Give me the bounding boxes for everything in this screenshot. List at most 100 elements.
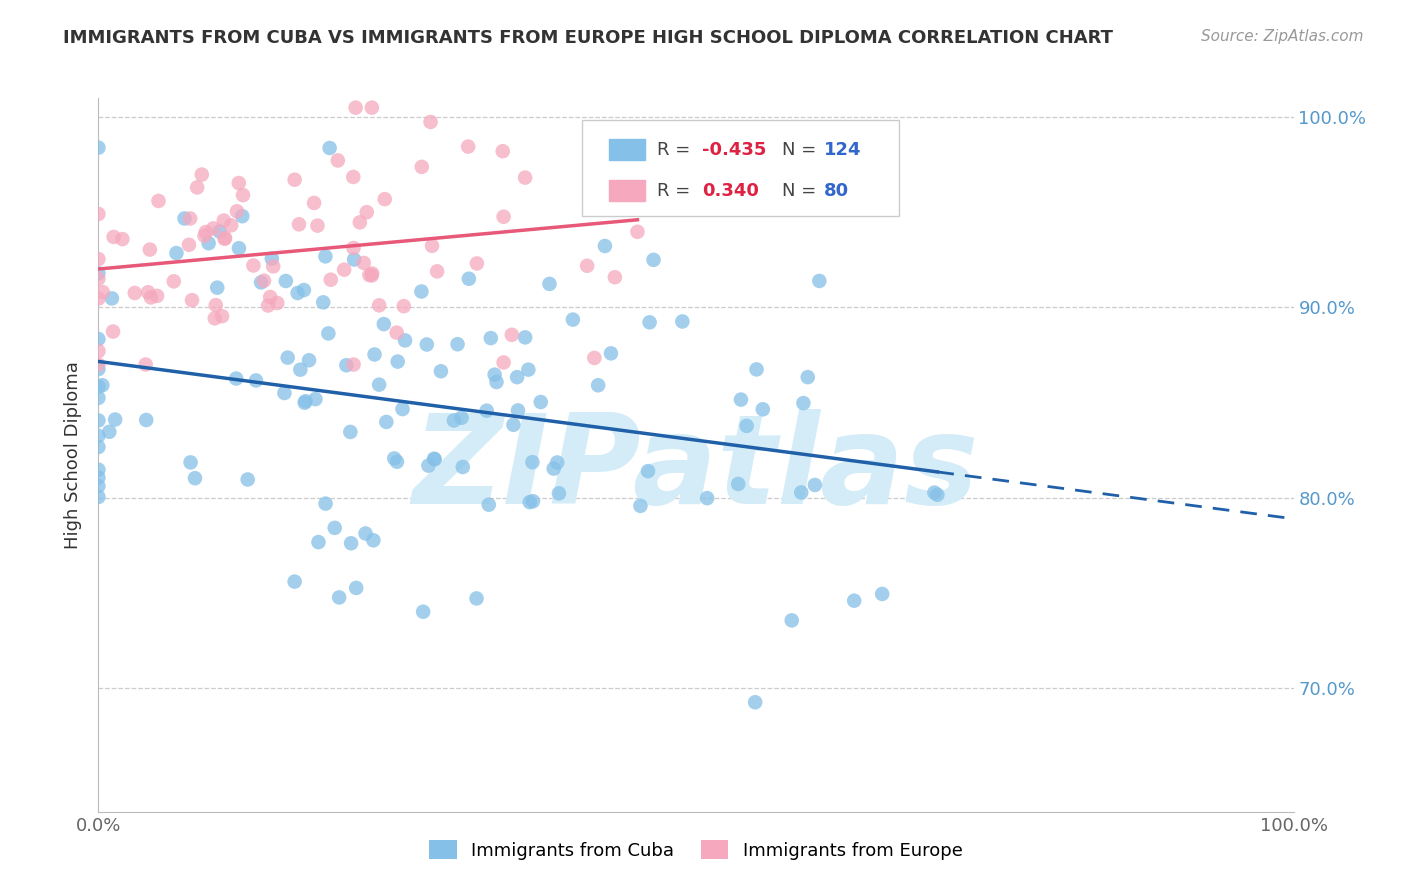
Point — [87, 344, 110, 359]
Text: Source: ZipAtlas.com: Source: ZipAtlas.com — [1201, 29, 1364, 44]
Point — [191, 168, 214, 182]
Point — [287, 285, 309, 300]
Point — [342, 241, 364, 255]
Point — [744, 695, 766, 709]
Point — [91, 378, 114, 392]
Point — [696, 491, 718, 505]
FancyBboxPatch shape — [582, 120, 900, 216]
Point — [387, 354, 409, 368]
Point — [315, 497, 337, 511]
Point — [219, 219, 242, 233]
Point — [87, 207, 110, 221]
Point — [457, 139, 479, 153]
Point — [177, 237, 200, 252]
Point — [87, 292, 110, 306]
Point — [139, 243, 162, 257]
Point — [792, 396, 814, 410]
Text: R =: R = — [657, 182, 696, 200]
Point — [207, 280, 229, 294]
Point — [870, 587, 893, 601]
Point — [392, 299, 415, 313]
Point — [253, 274, 276, 288]
Text: ZIPatlas: ZIPatlas — [413, 409, 979, 530]
Point — [450, 410, 472, 425]
Point — [797, 370, 820, 384]
Point — [98, 425, 121, 439]
Point — [610, 124, 633, 138]
Point — [340, 536, 363, 550]
Point — [111, 232, 134, 246]
Point — [204, 311, 226, 326]
Point — [245, 374, 267, 388]
Point — [363, 533, 385, 548]
Point — [343, 252, 366, 267]
Point — [475, 403, 498, 417]
Point — [184, 471, 207, 485]
Point — [426, 264, 449, 278]
Point — [412, 605, 434, 619]
Bar — [609, 139, 644, 161]
Text: N =: N = — [782, 141, 823, 159]
Point — [318, 326, 340, 341]
Point — [292, 283, 315, 297]
Point — [735, 418, 758, 433]
Point — [312, 295, 335, 310]
Point — [259, 290, 281, 304]
Text: -0.435: -0.435 — [702, 141, 766, 159]
Point — [790, 485, 813, 500]
Point — [103, 230, 125, 244]
Point — [360, 268, 382, 283]
Point — [124, 285, 146, 300]
Point — [374, 192, 396, 206]
Point — [344, 101, 367, 115]
Point — [266, 296, 288, 310]
Point — [353, 256, 375, 270]
Point — [671, 314, 693, 328]
Point — [139, 290, 162, 304]
Point — [148, 194, 170, 208]
Point — [87, 413, 110, 427]
Point — [927, 488, 949, 502]
Point — [328, 591, 350, 605]
Point — [87, 271, 110, 285]
Legend: Immigrants from Cuba, Immigrants from Europe: Immigrants from Cuba, Immigrants from Eu… — [422, 833, 970, 867]
Point — [165, 246, 187, 260]
Point — [342, 169, 364, 184]
Point — [307, 535, 329, 549]
Point — [479, 331, 502, 345]
Point — [319, 273, 342, 287]
Point — [600, 346, 623, 360]
Point — [643, 252, 665, 267]
Point — [411, 285, 433, 299]
Point — [326, 153, 349, 168]
Point — [193, 228, 215, 243]
Point — [626, 225, 648, 239]
Point — [228, 241, 250, 255]
Point — [844, 593, 866, 607]
Point — [212, 213, 235, 227]
Text: N =: N = — [782, 182, 823, 200]
Point — [583, 351, 606, 365]
Point — [236, 473, 259, 487]
Point — [423, 452, 446, 467]
Point — [394, 334, 416, 348]
Point — [522, 494, 544, 508]
Point — [485, 375, 508, 389]
Point — [543, 461, 565, 475]
Point — [104, 412, 127, 426]
Point — [808, 274, 831, 288]
Point — [250, 276, 273, 290]
Point — [356, 205, 378, 219]
Point — [492, 355, 515, 369]
Point — [465, 591, 488, 606]
Point — [87, 266, 110, 280]
Point — [135, 413, 157, 427]
Point — [513, 170, 536, 185]
Point — [780, 614, 803, 628]
Point — [416, 337, 439, 351]
Point — [363, 347, 385, 361]
Point — [228, 176, 250, 190]
Point — [339, 425, 361, 439]
Point — [87, 490, 110, 504]
Point — [368, 298, 391, 312]
